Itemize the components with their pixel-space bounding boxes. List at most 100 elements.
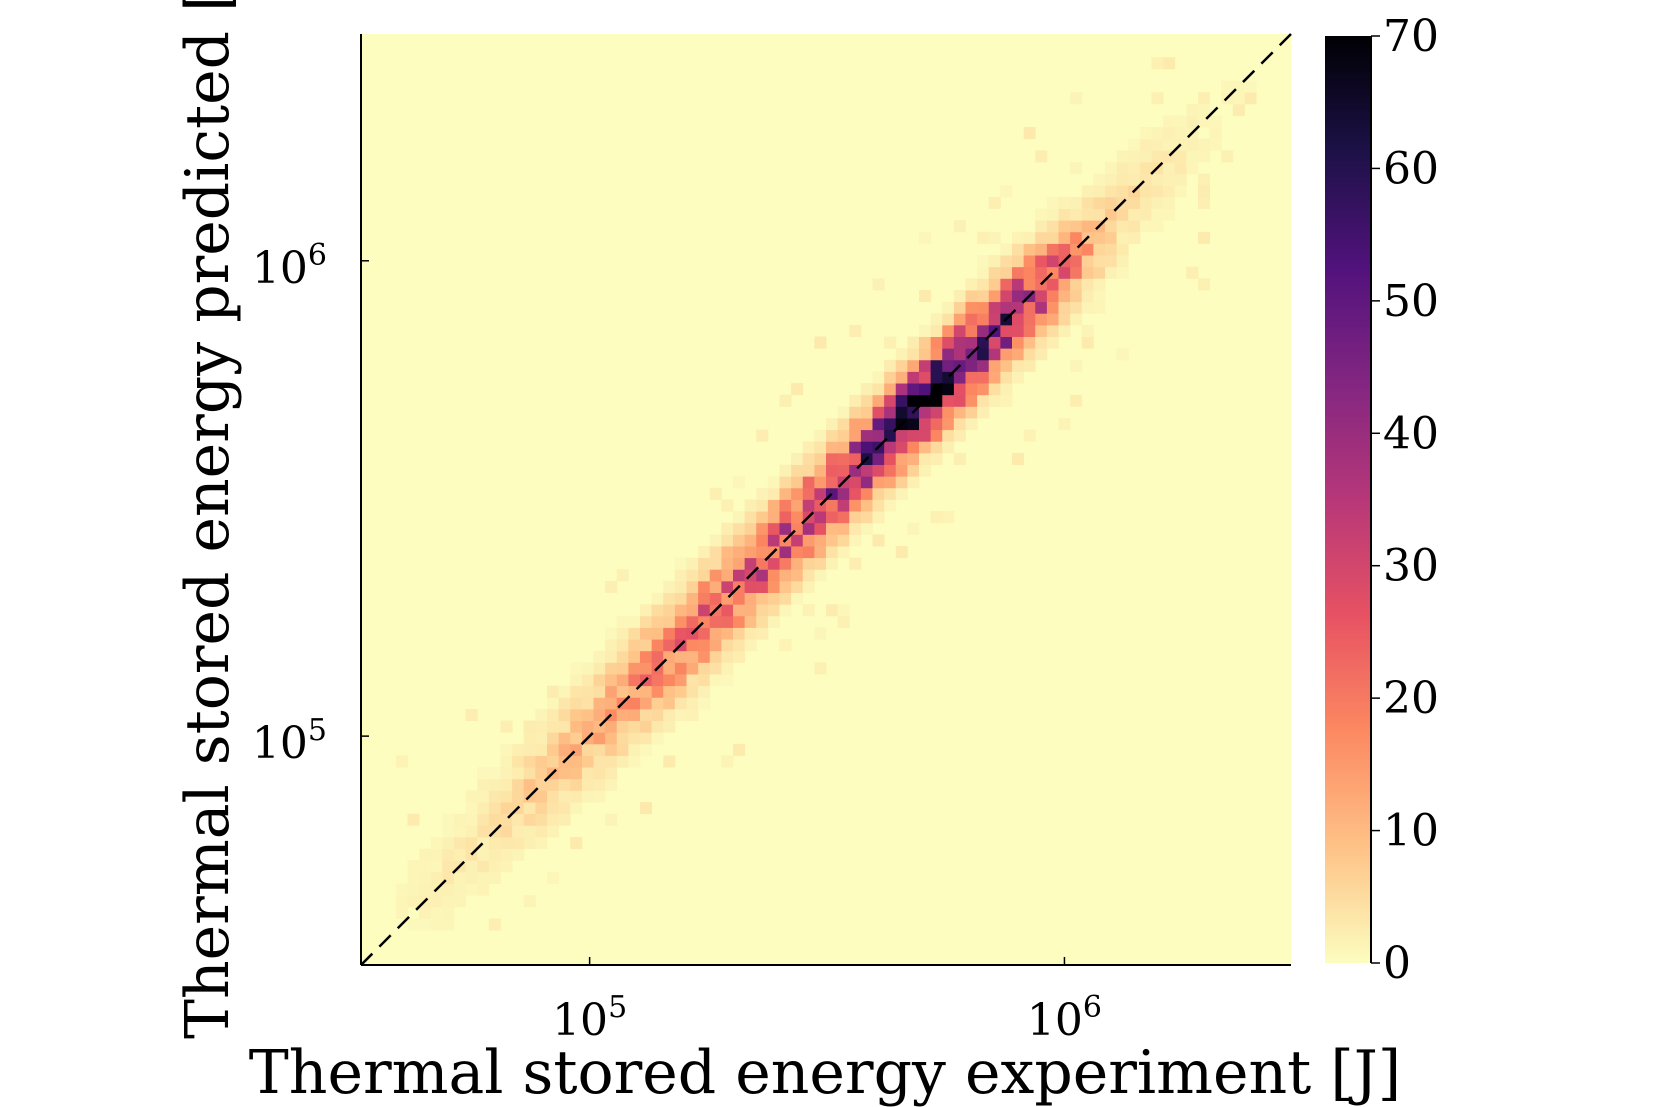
heatmap-bin xyxy=(849,441,862,454)
heatmap-bin xyxy=(605,650,618,663)
heatmap-bin xyxy=(1232,92,1245,105)
heatmap-bin xyxy=(674,557,687,570)
heatmap-bin xyxy=(837,534,850,547)
heatmap-bin xyxy=(930,348,943,361)
heatmap-bin xyxy=(674,604,687,617)
heatmap-bin xyxy=(1058,243,1071,256)
heatmap-bin xyxy=(477,767,490,780)
heatmap-bin xyxy=(988,231,1001,244)
heatmap-bin xyxy=(593,778,606,791)
heatmap-bin xyxy=(1151,138,1164,151)
heatmap-bin xyxy=(547,790,560,803)
heatmap-bin xyxy=(733,569,746,582)
heatmap-bin xyxy=(1058,278,1071,291)
colorbar-tick-label: 40 xyxy=(1383,408,1439,459)
heatmap-bin xyxy=(1070,394,1083,407)
heatmap-bin xyxy=(907,452,920,465)
heatmap-bin xyxy=(1023,266,1036,279)
heatmap-bin xyxy=(605,697,618,710)
heatmap-bin xyxy=(1070,220,1083,233)
colorbar-tick-label: 20 xyxy=(1383,673,1439,724)
heatmap-bin xyxy=(628,697,641,710)
heatmap-bin xyxy=(1163,196,1176,209)
heatmap-bin xyxy=(744,534,757,547)
heatmap-bin xyxy=(837,464,850,477)
heatmap-bin xyxy=(756,592,769,605)
heatmap-bin xyxy=(1139,220,1152,233)
heatmap-bin xyxy=(593,674,606,687)
heatmap-bin xyxy=(535,732,548,745)
heatmap-bin xyxy=(872,534,885,547)
heatmap-bin xyxy=(558,685,571,698)
heatmap-bin xyxy=(767,592,780,605)
heatmap-bin xyxy=(942,394,955,407)
heatmap-bin xyxy=(686,650,699,663)
heatmap-bin xyxy=(395,755,408,768)
heatmap-bin xyxy=(523,743,536,756)
heatmap-bin xyxy=(709,557,722,570)
heatmap-bin xyxy=(919,336,932,349)
heatmap-bin xyxy=(616,639,629,652)
heatmap-bin xyxy=(953,383,966,396)
heatmap-bin xyxy=(1139,150,1152,163)
heatmap-bin xyxy=(500,836,513,850)
heatmap-bin xyxy=(628,720,641,733)
heatmap-bin xyxy=(802,452,815,465)
heatmap-bin xyxy=(1000,359,1013,372)
heatmap-bin xyxy=(488,871,501,884)
heatmap-bin xyxy=(558,813,571,826)
heatmap-bin xyxy=(1000,278,1013,291)
heatmap-bin xyxy=(535,720,548,733)
heatmap-bin xyxy=(593,790,606,803)
heatmap-bin xyxy=(1116,348,1129,361)
heatmap-bin xyxy=(942,301,955,314)
heatmap-bin xyxy=(1081,196,1094,209)
heatmap-bin xyxy=(884,383,897,396)
heatmap-bin xyxy=(523,836,536,850)
heatmap-bin xyxy=(965,359,978,372)
heatmap-bin xyxy=(1093,208,1106,221)
heatmap-bin xyxy=(581,767,594,780)
heatmap-bin xyxy=(605,662,618,675)
heatmap-bin xyxy=(593,650,606,663)
heatmap-bin xyxy=(1139,162,1152,175)
heatmap-bin xyxy=(837,604,850,617)
heatmap-bin xyxy=(605,755,618,768)
heatmap-bin xyxy=(686,674,699,687)
heatmap-bin xyxy=(1035,150,1048,163)
heatmap-bin xyxy=(826,418,839,431)
heatmap-bin xyxy=(1128,208,1141,221)
heatmap-bin xyxy=(581,743,594,756)
heatmap-bin xyxy=(616,708,629,722)
heatmap-bin xyxy=(791,487,804,500)
heatmap-bin xyxy=(733,522,746,535)
heatmap-bin xyxy=(884,452,897,465)
heatmap-bin xyxy=(535,755,548,768)
heatmap-bin xyxy=(1163,57,1176,70)
heatmap-bin xyxy=(477,802,490,815)
heatmap-bin xyxy=(442,860,455,873)
heatmap-bin xyxy=(907,348,920,361)
heatmap-bin xyxy=(535,708,548,722)
heatmap-bin xyxy=(791,452,804,465)
heatmap-bin xyxy=(593,767,606,780)
heatmap-bin xyxy=(1023,243,1036,256)
heatmap-bin xyxy=(791,592,804,605)
heatmap-bin xyxy=(1081,324,1094,337)
heatmap-bin xyxy=(1012,336,1025,349)
heatmap-bin xyxy=(988,371,1001,384)
heatmap-bin xyxy=(930,511,943,524)
heatmap-bin xyxy=(523,813,536,826)
heatmap-bin xyxy=(826,464,839,477)
heatmap-bin xyxy=(930,313,943,326)
heatmap-bin xyxy=(919,371,932,384)
heatmap-bin xyxy=(907,429,920,442)
heatmap-bin xyxy=(791,383,804,396)
heatmap-bin xyxy=(570,802,583,815)
heatmap-bin xyxy=(1046,231,1059,244)
heatmap-bin xyxy=(721,604,734,617)
heatmap-bin xyxy=(1163,208,1176,221)
heatmap-bin xyxy=(837,418,850,431)
heatmap-bin xyxy=(1128,162,1141,175)
heatmap-bin xyxy=(1116,243,1129,256)
